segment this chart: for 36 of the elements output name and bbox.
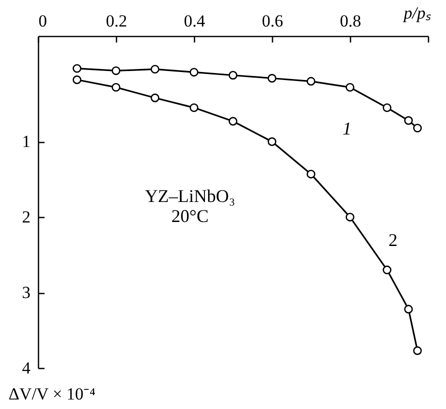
point xyxy=(413,346,422,355)
x-tick-label: 0.2 xyxy=(106,12,128,30)
x-tick-label: 0.8 xyxy=(340,12,362,30)
point xyxy=(413,124,422,132)
point xyxy=(190,68,198,77)
series-label: 2 xyxy=(388,230,398,250)
point xyxy=(382,103,392,112)
point xyxy=(72,75,82,84)
x-tick-label: 0.4 xyxy=(184,12,206,30)
y-axis-title: ΔV/V × 10⁻⁴ xyxy=(8,384,96,404)
point xyxy=(404,116,413,125)
point xyxy=(306,76,316,86)
point xyxy=(228,116,238,126)
point xyxy=(306,170,316,178)
point xyxy=(150,94,160,102)
point xyxy=(112,66,120,76)
point xyxy=(382,266,392,274)
point xyxy=(268,74,276,83)
point xyxy=(346,212,354,222)
point xyxy=(404,304,413,314)
point xyxy=(112,82,120,92)
point xyxy=(228,70,238,80)
y-tick-label: 2 xyxy=(22,208,30,227)
point xyxy=(150,64,160,74)
point xyxy=(190,103,198,112)
x-tick-label: 0.6 xyxy=(262,12,284,30)
point xyxy=(346,82,354,92)
series-label: 1 xyxy=(342,118,352,139)
annotation: YZ–LiNbO₃ 20°C xyxy=(144,186,236,226)
x-axis-title: p/pₛ xyxy=(402,4,432,22)
point xyxy=(72,64,82,73)
x-tick-label: 0 xyxy=(38,12,47,30)
y-tick-label: 3 xyxy=(22,283,30,302)
y-tick-label: 1 xyxy=(22,132,30,152)
y-tick-label: 4 xyxy=(22,358,31,378)
point xyxy=(268,137,276,146)
